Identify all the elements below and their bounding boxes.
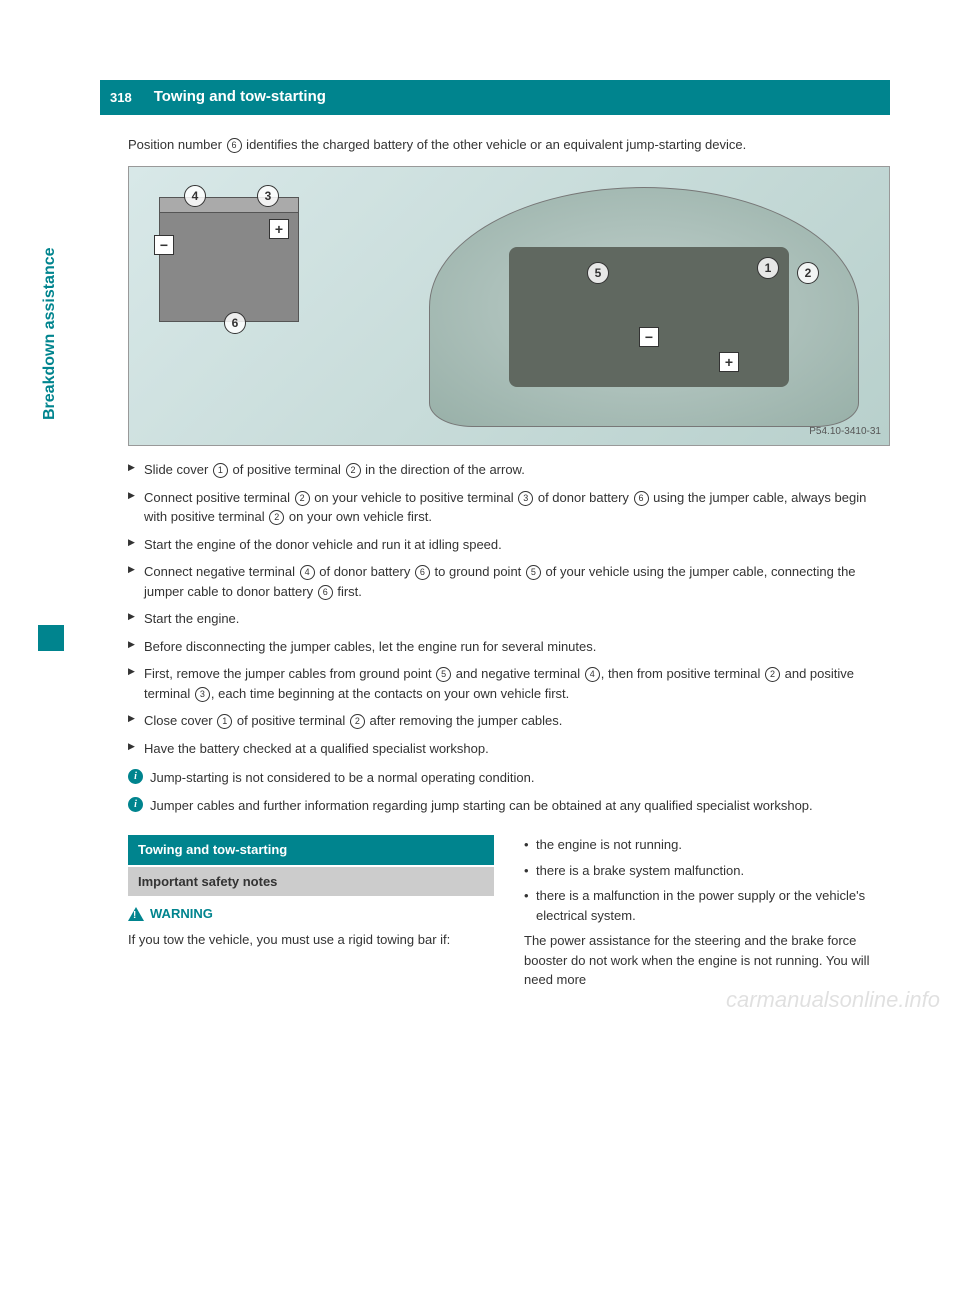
diagram-callout-6: 6 xyxy=(224,312,246,334)
step-list: Slide cover 1 of positive terminal 2 in … xyxy=(128,460,890,758)
step-item: Start the engine. xyxy=(128,609,890,629)
warning-row: WARNING xyxy=(128,904,494,924)
towing-para: The power assistance for the steering an… xyxy=(524,931,890,990)
towing-subheading: Important safety notes xyxy=(128,867,494,897)
intro-text: Position number 6 identifies the charged… xyxy=(128,135,890,155)
diagram-callout-4: 4 xyxy=(184,185,206,207)
diagram-callout-5: 5 xyxy=(587,262,609,284)
step-item: Connect positive terminal 2 on your vehi… xyxy=(128,488,890,527)
side-tab-block xyxy=(38,625,64,651)
diagram-callout-3: 3 xyxy=(257,185,279,207)
step-item: First, remove the jumper cables from gro… xyxy=(128,664,890,703)
warning-triangle-icon xyxy=(128,907,144,921)
bullet-list: the engine is not running. there is a br… xyxy=(524,835,890,925)
diagram-label: P54.10-3410-31 xyxy=(809,424,881,439)
info-note: i Jump-starting is not considered to be … xyxy=(128,768,890,788)
bullet-item: the engine is not running. xyxy=(524,835,890,855)
side-tab: Breakdown assistance xyxy=(38,247,62,420)
step-item: Connect negative terminal 4 of donor bat… xyxy=(128,562,890,601)
info-icon: i xyxy=(128,769,143,784)
diagram-callout-1: 1 xyxy=(757,257,779,279)
diagram-minus-right: − xyxy=(639,327,659,347)
info-note: i Jumper cables and further information … xyxy=(128,796,890,816)
circle-ref-6: 6 xyxy=(227,138,242,153)
left-column: Towing and tow-starting Important safety… xyxy=(128,835,494,996)
warning-body: If you tow the vehicle, you must use a r… xyxy=(128,930,494,950)
page-header: 318 Towing and tow-starting xyxy=(100,80,890,115)
jump-start-diagram: 4 3 6 5 1 2 + − + − P54.10-3410-31 xyxy=(128,166,890,446)
towing-heading: Towing and tow-starting xyxy=(128,835,494,865)
diagram-plus-left: + xyxy=(269,219,289,239)
step-item: Before disconnecting the jumper cables, … xyxy=(128,637,890,657)
step-item: Close cover 1 of positive terminal 2 aft… xyxy=(128,711,890,731)
step-item: Have the battery checked at a qualified … xyxy=(128,739,890,759)
diagram-callout-2: 2 xyxy=(797,262,819,284)
bullet-item: there is a malfunction in the power supp… xyxy=(524,886,890,925)
right-column: the engine is not running. there is a br… xyxy=(524,835,890,996)
info-icon: i xyxy=(128,797,143,812)
two-column-section: Towing and tow-starting Important safety… xyxy=(128,835,890,996)
diagram-minus-left: − xyxy=(154,235,174,255)
warning-label: WARNING xyxy=(150,904,213,924)
diagram-plus-right: + xyxy=(719,352,739,372)
section-title: Towing and tow-starting xyxy=(142,80,890,115)
watermark: carmanualsonline.info xyxy=(726,983,940,1016)
page-number: 318 xyxy=(100,80,142,115)
diagram-engine xyxy=(509,247,789,387)
step-item: Slide cover 1 of positive terminal 2 in … xyxy=(128,460,890,480)
bullet-item: there is a brake system malfunction. xyxy=(524,861,890,881)
step-item: Start the engine of the donor vehicle an… xyxy=(128,535,890,555)
